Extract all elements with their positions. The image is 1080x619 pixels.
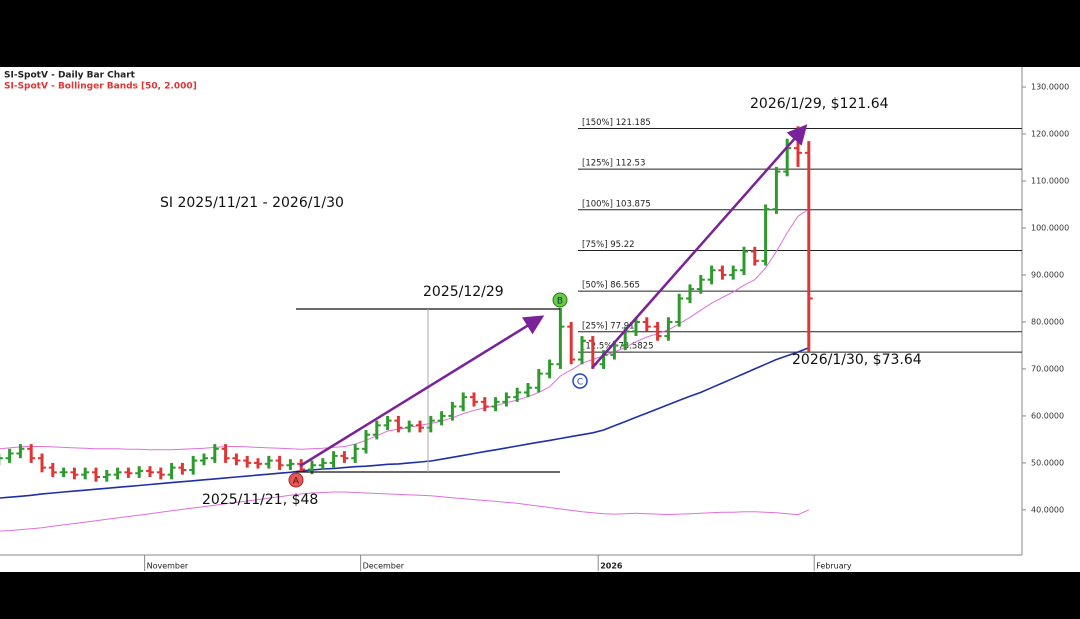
- y-tick-label: 40.0000: [1031, 505, 1064, 514]
- y-tick-label: 70.0000: [1031, 364, 1064, 373]
- marker-label: A: [293, 477, 300, 487]
- y-tick-label: 90.0000: [1031, 270, 1064, 279]
- y-tick-label: 110.0000: [1031, 177, 1069, 186]
- fib-label: [100%] 103.875: [582, 199, 651, 209]
- band-upper: [0, 208, 810, 451]
- band-middle: [0, 347, 810, 499]
- chart-bg: [0, 67, 1080, 572]
- y-tick-label: 130.0000: [1031, 83, 1069, 92]
- y-tick-label: 100.0000: [1031, 223, 1069, 232]
- annotation: 2026/1/29, $121.64: [750, 96, 889, 112]
- x-tick-label: December: [363, 562, 405, 571]
- fib-label: [25%] 77.91: [582, 321, 635, 331]
- chart-subtitle: SI-SpotV - Bollinger Bands [50, 2.000]: [4, 82, 197, 92]
- fib-label: [75%] 95.22: [582, 240, 635, 250]
- annotation: 2026/1/30, $73.64: [792, 352, 922, 368]
- annotation: 2025/12/29: [423, 284, 504, 300]
- chart-title: SI-SpotV - Daily Bar Chart: [4, 71, 136, 81]
- marker-b: [552, 292, 568, 308]
- annotation: SI 2025/11/21 - 2026/1/30: [160, 195, 344, 211]
- marker-c: [572, 373, 588, 389]
- fib-label: [150%] 121.185: [582, 118, 651, 128]
- plot: 40.0000 50.0000 60.0000 70.0000 80.0000 90.00…: [0, 83, 1069, 571]
- y-tick-label: 120.0000: [1031, 130, 1069, 139]
- fib-label: [125%] 112.53: [582, 159, 645, 169]
- x-tick-label: February: [816, 562, 852, 571]
- marker-label: C: [577, 378, 583, 388]
- y-tick-label: 50.0000: [1031, 458, 1064, 467]
- trend-arrow: [591, 124, 808, 369]
- x-tick-label: 2026: [600, 562, 623, 571]
- marker-a: [288, 472, 304, 488]
- y-tick-label: 80.0000: [1031, 317, 1064, 326]
- fib-label: [50%] 86.565: [582, 281, 640, 291]
- y-tick-label: 60.0000: [1031, 411, 1064, 420]
- band-lower: [0, 491, 809, 532]
- marker-label: B: [557, 297, 563, 307]
- annotation: 2025/11/21, $48: [202, 492, 318, 508]
- trend-arrow: [299, 315, 545, 468]
- x-tick-label: November: [147, 562, 189, 571]
- fib-label: [12.5%] 73.5825: [582, 342, 654, 352]
